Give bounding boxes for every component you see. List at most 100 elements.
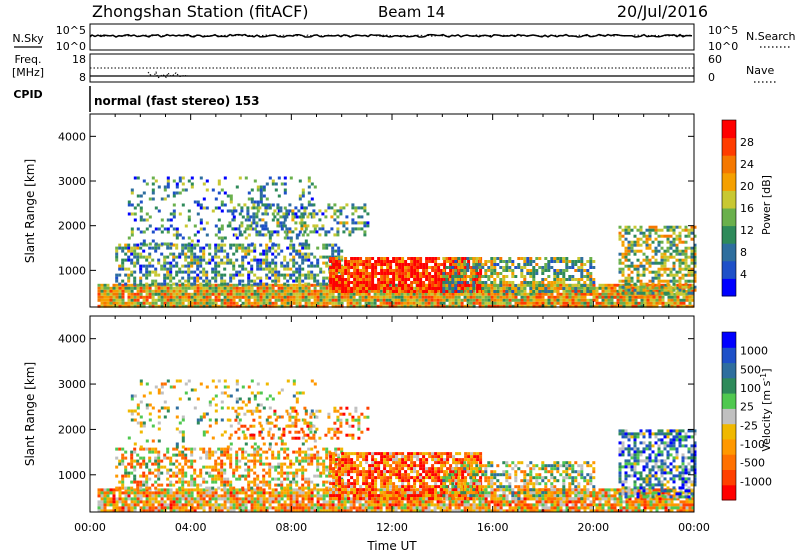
power-cell [442, 304, 446, 308]
power-cell [181, 282, 185, 286]
velocity-cell [295, 500, 299, 504]
power-cell [690, 228, 694, 232]
power-cell [550, 281, 554, 284]
power-cell [100, 295, 104, 299]
power-cell [115, 273, 119, 277]
velocity-cell [262, 497, 266, 501]
power-cell [571, 283, 575, 287]
power-cell [118, 289, 122, 293]
power-cell [687, 270, 691, 274]
power-cell [139, 267, 143, 271]
power-cell [556, 298, 560, 302]
velocity-cell [190, 494, 194, 498]
velocity-cell [112, 491, 116, 495]
power-cell [256, 185, 260, 189]
power-cell [178, 212, 182, 216]
power-cell [484, 286, 488, 290]
freq-panel: Freq. [MHz] 18 8 60 0 Nave [12, 53, 776, 84]
power-cell [422, 269, 426, 272]
power-cell [338, 263, 342, 266]
power-cell [607, 298, 611, 302]
power-cell [265, 246, 269, 250]
power-cell [217, 179, 221, 183]
power-cell [416, 266, 420, 269]
power-cell [466, 298, 470, 302]
power-cell [472, 272, 476, 275]
velocity-cell [100, 494, 104, 498]
power-cell [250, 249, 254, 253]
power-cell [389, 269, 393, 272]
power-cell [487, 304, 491, 308]
velocity-cell [103, 503, 107, 507]
power-cell [196, 304, 200, 308]
power-cell [220, 188, 224, 192]
power-cell [368, 281, 372, 284]
power-cell [562, 289, 566, 293]
power-cell [479, 284, 483, 287]
velocity-cell [139, 509, 143, 513]
power-cell [586, 298, 590, 302]
power-cell [580, 301, 584, 305]
power-cell [660, 255, 664, 259]
power-cell [118, 298, 122, 302]
velocity-cell [364, 497, 368, 501]
velocity-cell [343, 494, 347, 498]
power-cell [322, 282, 326, 286]
velocity-cell [334, 506, 338, 510]
power-cell [464, 287, 468, 290]
power-cell [568, 304, 572, 308]
power-cell [669, 246, 673, 250]
power-cell [407, 263, 411, 266]
power-cell [589, 272, 593, 275]
velocity-cell [376, 500, 380, 504]
power-cell [616, 289, 620, 293]
power-cell [247, 249, 251, 253]
power-cell [316, 292, 320, 296]
power-cell [657, 243, 661, 247]
power-cell [395, 269, 399, 272]
power-cell [449, 263, 453, 266]
power-cell [627, 252, 631, 256]
power-cell [187, 292, 191, 296]
power-cell [601, 283, 605, 287]
power-cell [217, 298, 221, 302]
velocity-cell [106, 509, 110, 513]
power-cell [187, 282, 191, 286]
power-cell [395, 266, 399, 269]
velocity-cell [223, 506, 227, 510]
power-cell [335, 290, 339, 293]
power-cell [253, 255, 257, 259]
velocity-cell [442, 503, 446, 507]
power-cell [407, 257, 411, 260]
velocity-cell [496, 506, 500, 510]
power-cell [386, 263, 390, 266]
velocity-cell [526, 497, 530, 501]
power-cell [368, 260, 372, 263]
power-cell [541, 269, 545, 272]
power-cell [365, 275, 369, 278]
power-cell [356, 275, 360, 278]
power-cell [676, 301, 680, 305]
power-cell [304, 292, 308, 296]
power-cell [301, 258, 305, 262]
power-cell [466, 281, 470, 284]
power-cell [407, 290, 411, 293]
power-cell [538, 298, 542, 302]
power-cell [675, 225, 679, 229]
velocity-cell [295, 506, 299, 510]
velocity-cell [190, 500, 194, 504]
velocity-cell [310, 488, 314, 492]
power-cell [277, 246, 281, 250]
power-cell [244, 218, 248, 222]
power-cell [496, 272, 500, 275]
power-cell [352, 295, 356, 299]
power-cell [300, 218, 304, 222]
power-cell [169, 292, 173, 296]
power-cell [624, 249, 628, 253]
power-cell [313, 286, 317, 290]
power-cell [407, 287, 411, 290]
power-cell [163, 295, 167, 299]
power-cell [274, 298, 278, 302]
velocity-cell [271, 497, 275, 501]
power-cell [300, 221, 304, 225]
